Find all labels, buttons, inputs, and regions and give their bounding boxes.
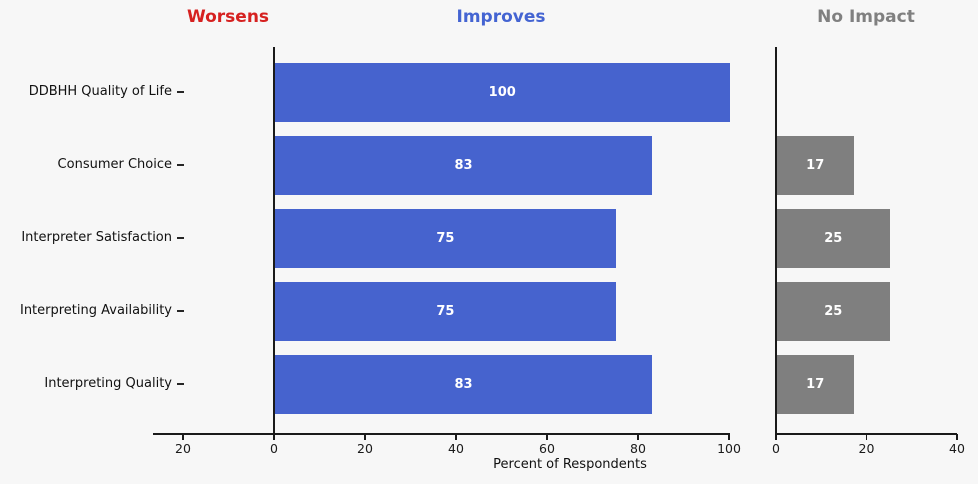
x-tick-mark bbox=[455, 434, 457, 440]
y-tick-mark bbox=[177, 90, 184, 93]
y-tick-mark bbox=[177, 236, 184, 239]
right-x-axis-line bbox=[776, 433, 957, 435]
bar-value-label: 100 bbox=[488, 84, 516, 100]
bar-no-impact: 25 bbox=[776, 282, 890, 341]
section-title-worsens: Worsens bbox=[186, 7, 270, 27]
main-x-axis-line bbox=[153, 433, 730, 435]
x-tick-label: 40 bbox=[949, 441, 965, 456]
bar-improves: 100 bbox=[274, 63, 730, 122]
category-label: Consumer Choice bbox=[57, 156, 172, 172]
x-tick-label: 60 bbox=[539, 441, 555, 456]
bar-value-label: 83 bbox=[454, 157, 473, 173]
section-title-improves: Improves bbox=[456, 7, 546, 27]
x-tick-mark bbox=[273, 434, 275, 440]
bar-value-label: 17 bbox=[806, 157, 825, 173]
bar-value-label: 25 bbox=[824, 303, 843, 319]
x-tick-label: 40 bbox=[448, 441, 464, 456]
bar-improves: 83 bbox=[274, 355, 653, 414]
x-tick-mark bbox=[364, 434, 366, 440]
right-zero-line bbox=[775, 47, 777, 434]
x-tick-mark bbox=[956, 434, 958, 440]
x-tick-label: 20 bbox=[175, 441, 191, 456]
bar-improves: 75 bbox=[274, 209, 616, 268]
bar-value-label: 75 bbox=[436, 230, 455, 246]
x-tick-mark bbox=[775, 434, 777, 440]
bar-value-label: 83 bbox=[454, 376, 473, 392]
x-tick-label: 0 bbox=[772, 441, 780, 456]
category-label: Interpreter Satisfaction bbox=[21, 229, 172, 245]
bar-value-label: 25 bbox=[824, 230, 843, 246]
y-tick-mark bbox=[177, 309, 184, 312]
x-tick-mark bbox=[182, 434, 184, 440]
x-axis-title: Percent of Respondents bbox=[493, 457, 647, 472]
y-tick-mark bbox=[177, 163, 184, 166]
x-tick-label: 100 bbox=[717, 441, 741, 456]
category-label: Interpreting Availability bbox=[19, 302, 172, 318]
bar-value-label: 75 bbox=[436, 303, 455, 319]
x-tick-mark bbox=[865, 434, 868, 440]
bar-no-impact: 17 bbox=[776, 136, 854, 195]
y-tick-mark bbox=[177, 382, 184, 385]
category-label: DDBHH Quality of Life bbox=[28, 83, 172, 99]
x-tick-mark bbox=[546, 434, 548, 440]
bar-no-impact: 17 bbox=[776, 355, 854, 414]
x-tick-label: 20 bbox=[858, 441, 875, 456]
x-tick-label: 80 bbox=[630, 441, 646, 456]
category-label: Interpreting Quality bbox=[44, 375, 172, 391]
bar-no-impact: 25 bbox=[776, 209, 890, 268]
x-tick-label: 20 bbox=[357, 441, 373, 456]
bar-value-label: 17 bbox=[806, 376, 825, 392]
x-tick-label: 0 bbox=[270, 441, 278, 456]
bar-improves: 75 bbox=[274, 282, 616, 341]
x-tick-mark bbox=[637, 434, 639, 440]
main-zero-line bbox=[273, 47, 275, 434]
bar-improves: 83 bbox=[274, 136, 653, 195]
x-tick-mark bbox=[728, 434, 730, 440]
section-title-no-impact: No Impact bbox=[817, 7, 915, 27]
